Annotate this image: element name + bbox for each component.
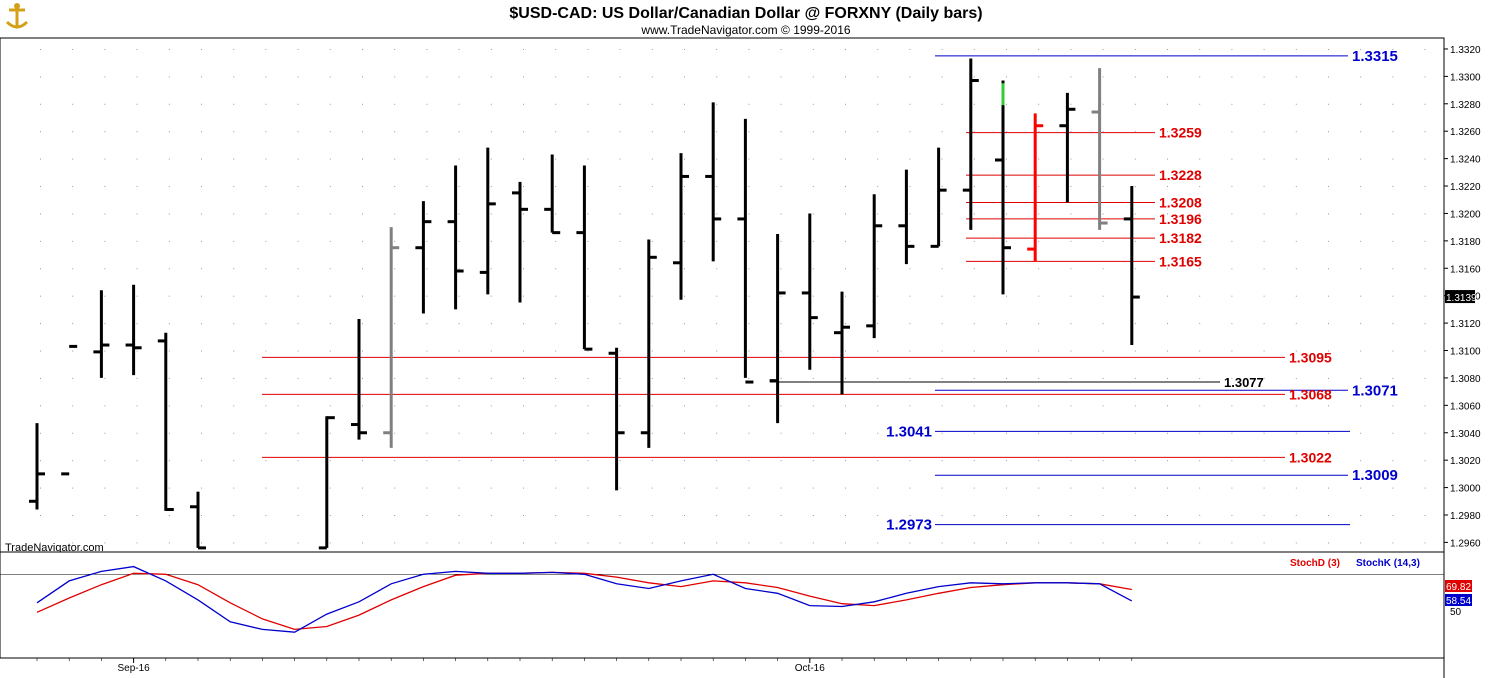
level-label: 1.3315 <box>1352 48 1398 65</box>
level-label: 1.3041 <box>886 423 932 440</box>
legend-stochk: StochK (14,3) <box>1356 558 1420 569</box>
date-label: Sep-16 <box>117 663 150 674</box>
stochastic-lines <box>0 565 1444 633</box>
stoch-last-d: 69.82 <box>1446 582 1471 593</box>
stoch-last-k-tag: 58.54 <box>1445 594 1472 607</box>
price-tick-label: 1.2960 <box>1450 538 1481 549</box>
chart-title: $USD-CAD: US Dollar/Canadian Dollar @ FO… <box>509 5 982 22</box>
level-label: 1.3228 <box>1159 167 1202 183</box>
price-tick-label: 1.3180 <box>1450 237 1481 248</box>
watermark: TradeNavigator.com <box>5 542 104 554</box>
price-tick-label: 1.3200 <box>1450 209 1481 220</box>
price-tick-label: 1.3100 <box>1450 347 1481 358</box>
level-label: 1.3259 <box>1159 125 1202 141</box>
level-label: 1.3182 <box>1159 230 1202 246</box>
level-label: 1.3009 <box>1352 467 1398 484</box>
price-tick-label: 1.3020 <box>1450 456 1481 467</box>
level-label: 1.3165 <box>1159 253 1202 269</box>
level-label: 1.3071 <box>1352 382 1398 399</box>
price-tick-label: 1.3240 <box>1450 155 1481 166</box>
level-label: 1.3022 <box>1289 449 1332 465</box>
level-label: 1.3196 <box>1159 211 1202 227</box>
price-tick-label: 1.3260 <box>1450 127 1481 138</box>
level-label: 1.3208 <box>1159 194 1202 210</box>
chart-subtitle: www.TradeNavigator.com © 1999-2016 <box>640 23 850 37</box>
date-axis: Sep-16 Oct-16 <box>36 658 1133 674</box>
last-price-tag <box>1445 290 1475 304</box>
price-tick-label: 1.3120 <box>1450 319 1481 330</box>
price-axis: 1.3320 1.3300 1.3280 1.3260 1.3240 1.3220 1.32… <box>1444 45 1481 549</box>
price-tick-label: 1.3300 <box>1450 72 1481 83</box>
price-tick-label: 1.3000 <box>1450 484 1481 495</box>
stoch-last-d-tag: 69.82 <box>1445 580 1472 593</box>
price-tick-label: 1.3040 <box>1450 429 1481 440</box>
stochd-line <box>36 571 1132 631</box>
price-tick-label: 1.3320 <box>1450 45 1481 56</box>
legend-stochd: StochD (3) <box>1290 558 1340 569</box>
price-bars <box>29 58 1140 550</box>
price-panel <box>0 37 1445 553</box>
price-grid <box>40 48 1426 544</box>
level-label: 1.3068 <box>1289 386 1332 402</box>
level-label: 1.2973 <box>886 517 932 534</box>
level-label: 1.3077 <box>1224 375 1264 390</box>
stoch-ref-label: 50 <box>1450 607 1462 618</box>
price-tick-label: 1.2980 <box>1450 511 1481 522</box>
stochk-line <box>36 565 1133 633</box>
stoch-last-k: 58.54 <box>1446 596 1471 607</box>
price-tick-label: 1.3060 <box>1450 401 1481 412</box>
price-tick-label: 1.3280 <box>1450 100 1481 111</box>
logo-icon <box>4 2 30 32</box>
last-price-label: 1.3139 <box>1446 293 1477 304</box>
price-tick-label: 1.3220 <box>1450 182 1481 193</box>
stochastic-panel <box>0 551 1445 659</box>
level-label: 1.3095 <box>1289 349 1332 365</box>
price-tick-label: 1.3160 <box>1450 264 1481 275</box>
price-tick-label: 1.3080 <box>1450 374 1481 385</box>
date-label: Oct-16 <box>795 663 825 674</box>
